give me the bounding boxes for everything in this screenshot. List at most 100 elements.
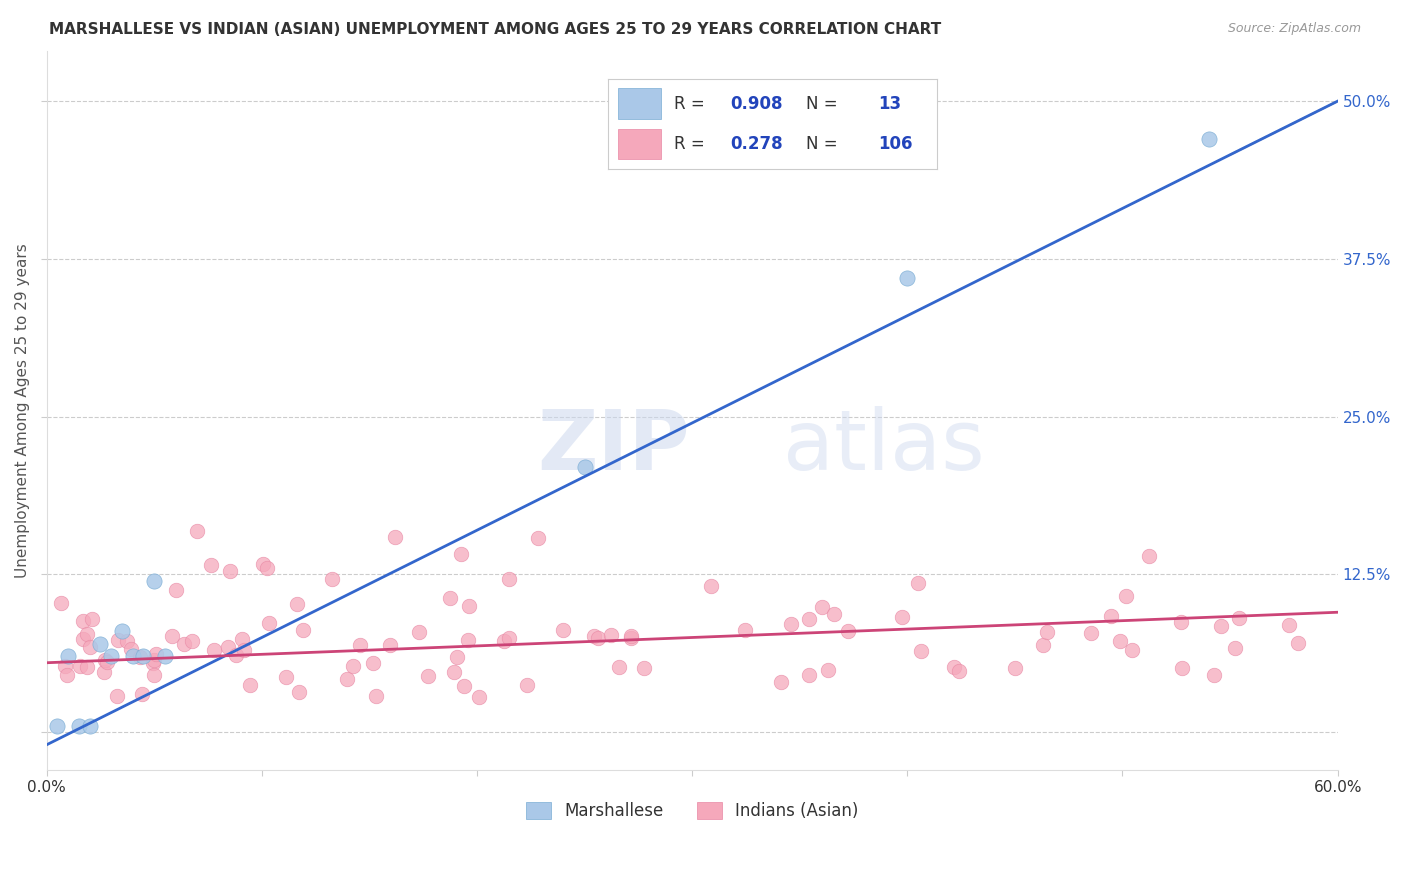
Point [252, 558, 274, 572]
Point [219, 564, 242, 578]
Point [823, 607, 845, 621]
Point [1080, 626, 1102, 640]
Point [274, 670, 297, 684]
Point [551, 623, 574, 637]
Point [619, 631, 641, 645]
Point [225, 648, 247, 662]
Point [49, 596, 72, 610]
Point [453, 679, 475, 693]
Point [446, 650, 468, 665]
Point [609, 660, 631, 674]
Point [734, 623, 756, 637]
Point [699, 579, 721, 593]
Point [574, 460, 596, 475]
Point [896, 270, 918, 285]
Point [79, 640, 101, 654]
Point [1223, 640, 1246, 655]
Text: atlas: atlas [783, 406, 984, 487]
Point [770, 675, 793, 690]
Point [620, 629, 643, 643]
Point [494, 633, 516, 648]
Point [450, 547, 472, 561]
Point [384, 530, 406, 544]
Point [72, 614, 94, 628]
Point [1170, 615, 1192, 629]
Point [586, 631, 609, 645]
Point [121, 649, 143, 664]
Point [288, 685, 311, 699]
Point [1278, 618, 1301, 632]
Y-axis label: Unemployment Among Ages 25 to 29 years: Unemployment Among Ages 25 to 29 years [15, 243, 30, 578]
Point [942, 660, 965, 674]
Point [173, 636, 195, 650]
Point [96, 655, 118, 669]
Point [153, 649, 176, 664]
Point [349, 638, 371, 652]
Point [439, 591, 461, 605]
Point [72, 632, 94, 647]
Text: Source: ZipAtlas.com: Source: ZipAtlas.com [1227, 22, 1361, 36]
Point [907, 576, 929, 591]
Point [46, 719, 69, 733]
Point [416, 669, 439, 683]
Point [291, 623, 314, 637]
Text: ZIP: ZIP [537, 406, 690, 487]
Point [498, 632, 520, 646]
Point [53, 659, 76, 673]
Point [797, 668, 820, 682]
Point [633, 661, 655, 675]
Legend: Marshallese, Indians (Asian): Marshallese, Indians (Asian) [519, 795, 865, 826]
Point [67, 719, 90, 733]
Point [321, 572, 343, 586]
Point [890, 610, 912, 624]
Point [526, 532, 548, 546]
Point [811, 600, 834, 615]
Point [458, 599, 481, 613]
Point [131, 687, 153, 701]
Text: MARSHALLESE VS INDIAN (ASIAN) UNEMPLOYMENT AMONG AGES 25 TO 29 YEARS CORRELATION: MARSHALLESE VS INDIAN (ASIAN) UNEMPLOYME… [49, 22, 942, 37]
Point [93, 665, 115, 679]
Point [1211, 618, 1233, 632]
Point [817, 663, 839, 677]
Point [132, 649, 155, 664]
Point [200, 558, 222, 573]
Point [69, 658, 91, 673]
Point [105, 689, 128, 703]
Point [799, 612, 821, 626]
Point [516, 678, 538, 692]
Point [143, 653, 166, 667]
Point [408, 625, 430, 640]
Point [837, 624, 859, 638]
Point [76, 626, 98, 640]
Point [1115, 589, 1137, 603]
Point [111, 624, 134, 639]
Point [443, 665, 465, 679]
Point [202, 642, 225, 657]
Point [582, 630, 605, 644]
Point [1170, 661, 1192, 675]
Point [231, 632, 253, 646]
Point [910, 644, 932, 658]
Point [142, 656, 165, 670]
Point [1004, 661, 1026, 675]
Point [76, 659, 98, 673]
Point [93, 653, 115, 667]
Point [256, 561, 278, 575]
Point [378, 638, 401, 652]
Point [1137, 549, 1160, 563]
Point [468, 690, 491, 705]
Point [239, 678, 262, 692]
Point [100, 649, 122, 664]
Point [180, 633, 202, 648]
Point [56, 649, 79, 664]
Point [107, 633, 129, 648]
Point [1099, 608, 1122, 623]
Point [1108, 634, 1130, 648]
Point [143, 574, 166, 588]
Point [80, 612, 103, 626]
Point [233, 642, 256, 657]
Point [186, 524, 208, 538]
Point [1204, 667, 1226, 681]
Point [287, 597, 309, 611]
Point [457, 632, 479, 647]
